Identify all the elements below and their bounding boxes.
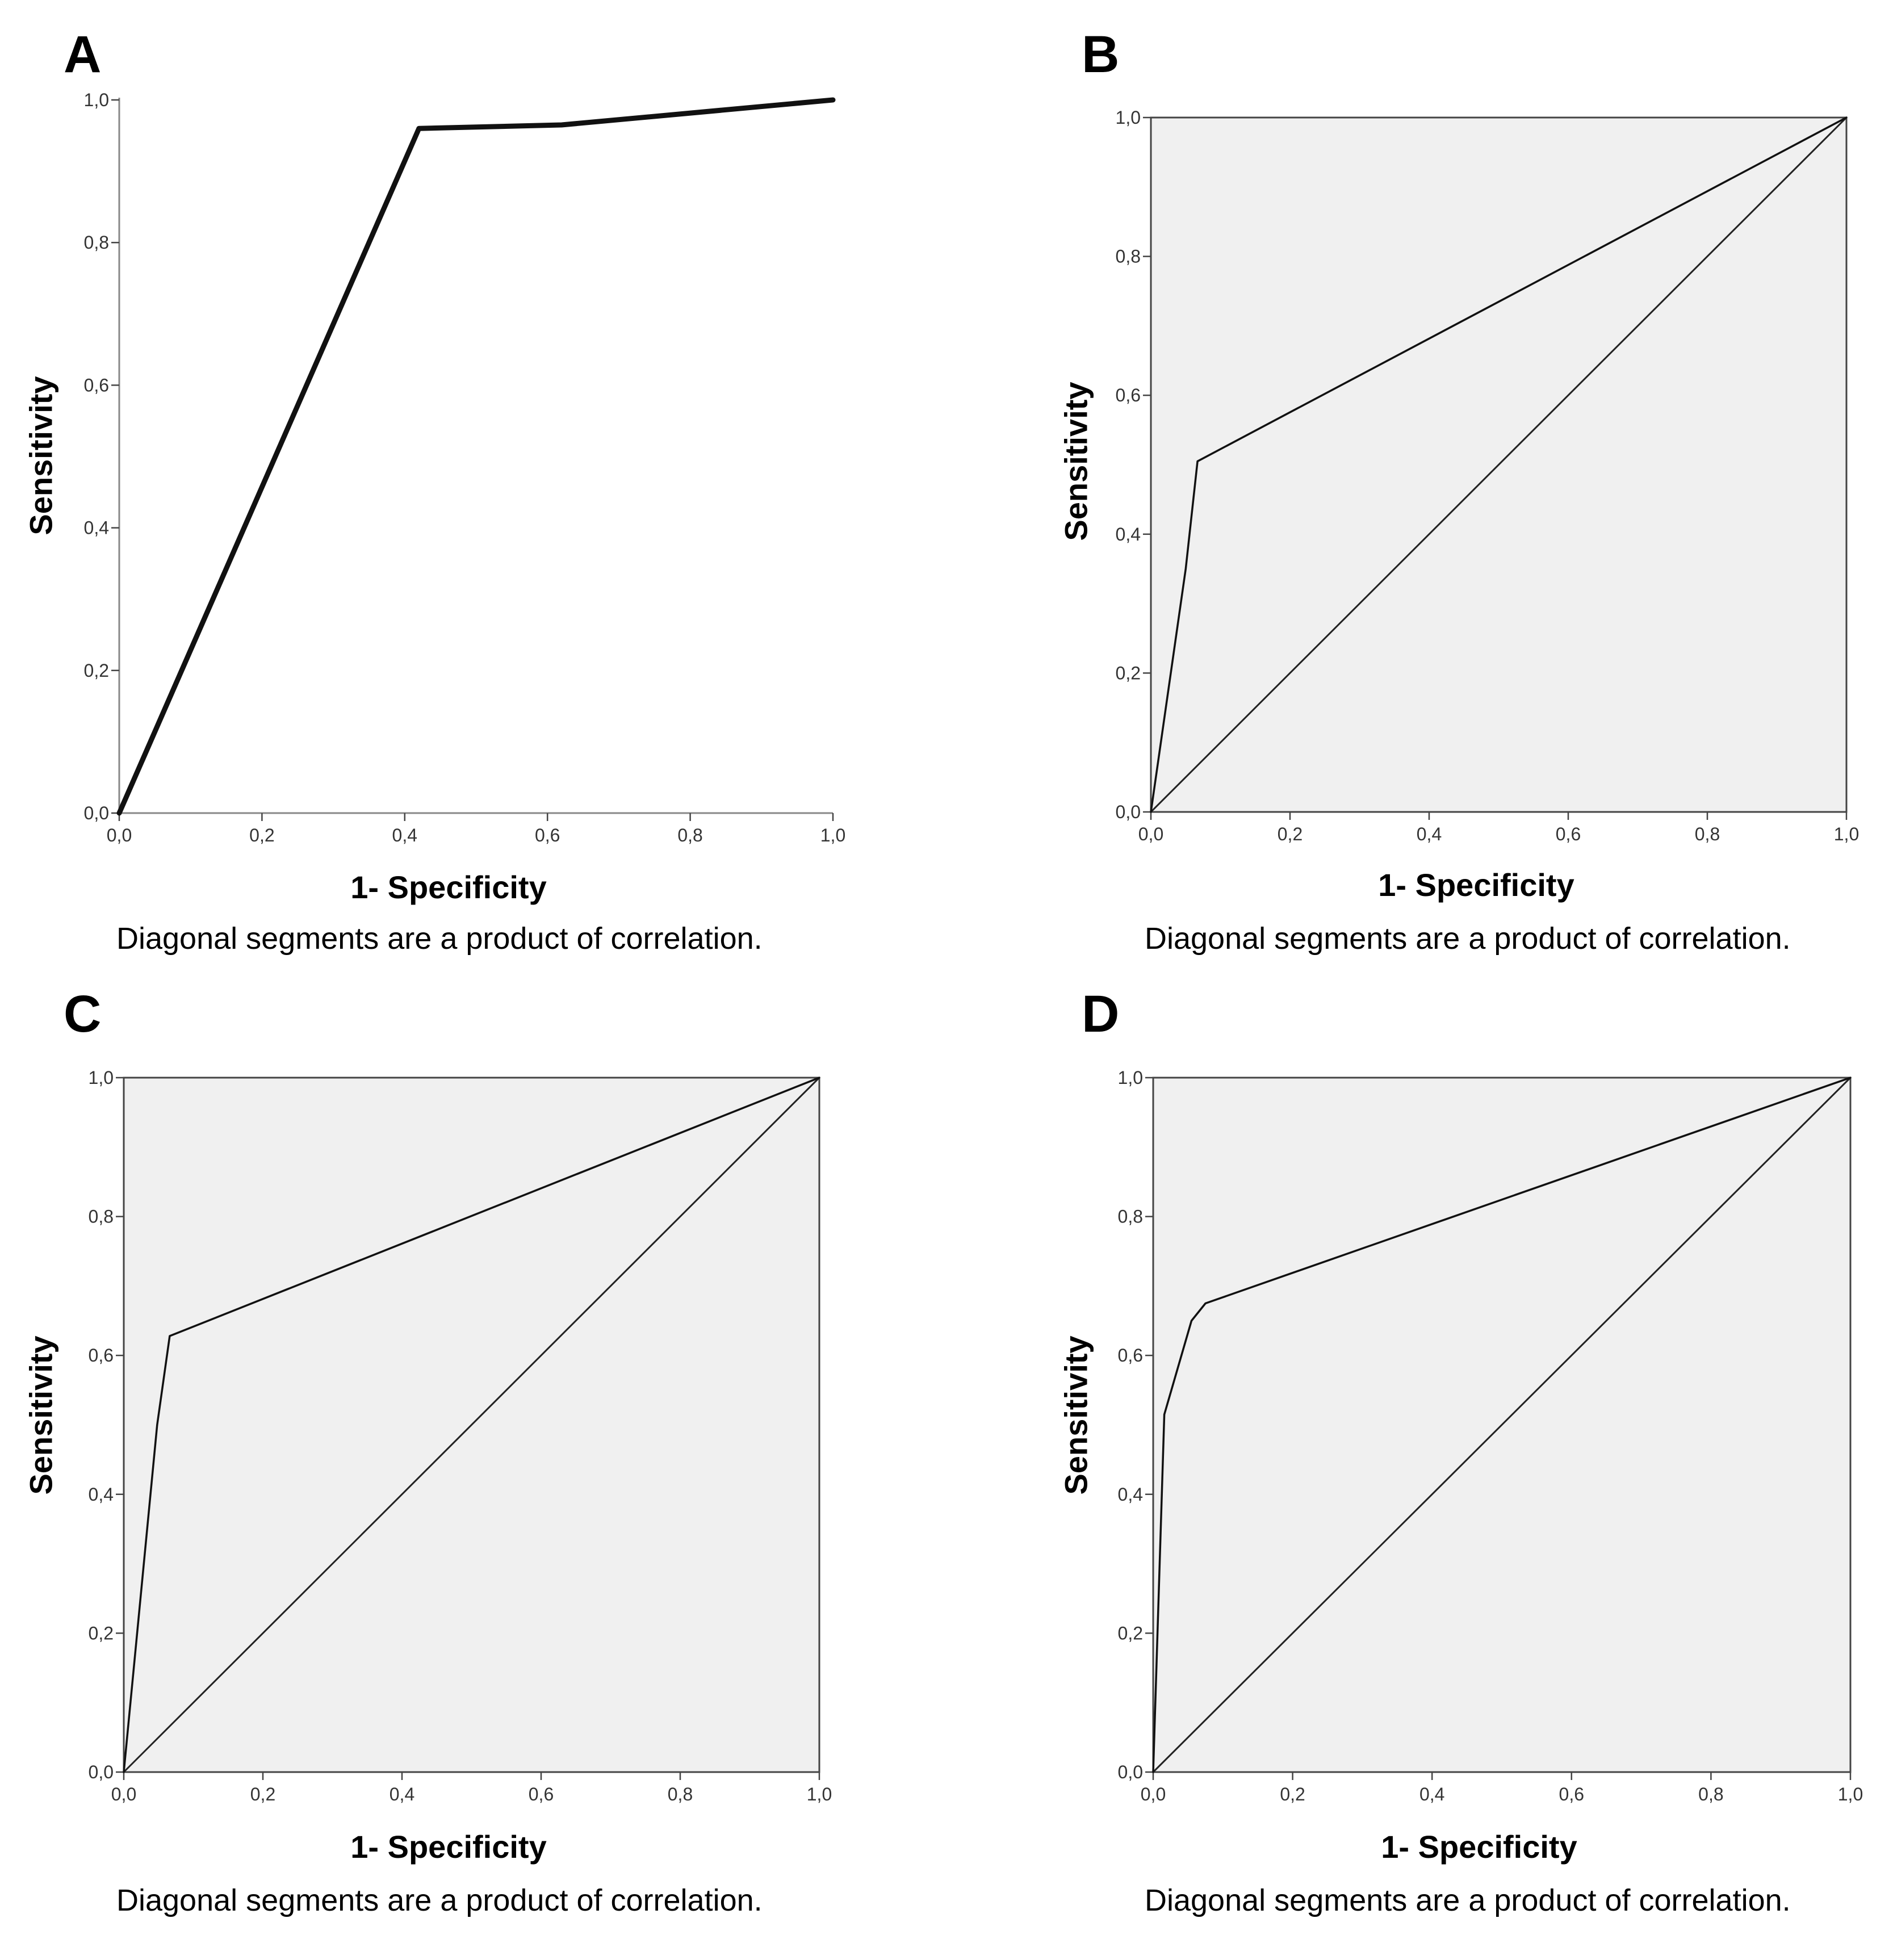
plot-area xyxy=(119,100,833,813)
x-axis-label: 1- Specificity xyxy=(350,1829,547,1865)
y-tick-label: 0,8 xyxy=(84,232,109,253)
y-tick-label: 0,0 xyxy=(1118,1762,1143,1782)
roc-curve xyxy=(1152,1077,1852,1773)
y-tick-label: 0,4 xyxy=(1118,1484,1143,1505)
x-tick-label: 0,4 xyxy=(1419,1784,1444,1804)
y-tick-label: 1,0 xyxy=(1116,107,1141,128)
x-tick-label: 0,2 xyxy=(250,1784,275,1804)
reference-line xyxy=(1150,116,1848,813)
x-tick-label: 0,2 xyxy=(1280,1784,1305,1804)
panel-letter: C xyxy=(64,985,102,1043)
y-tick-label: 0,0 xyxy=(84,803,109,823)
x-tick-label: 0,2 xyxy=(1278,824,1303,844)
y-tick-label: 0,4 xyxy=(1116,524,1141,545)
x-tick-label: 0,0 xyxy=(1141,1784,1166,1804)
panel-letter: B xyxy=(1082,26,1120,83)
y-tick-label: 0,8 xyxy=(1118,1207,1143,1227)
x-tick-label: 0,0 xyxy=(111,1784,136,1804)
x-tick-label: 0,8 xyxy=(1698,1784,1723,1804)
footnote: Diagonal segments are a product of corre… xyxy=(116,1883,763,1917)
x-tick-label: 0,8 xyxy=(668,1784,693,1804)
roc-curve xyxy=(1150,116,1848,813)
reference-line xyxy=(123,1077,820,1773)
y-tick-label: 0,6 xyxy=(89,1345,114,1366)
x-tick-label: 0,6 xyxy=(535,825,560,845)
x-axis-label: 1- Specificity xyxy=(1378,867,1574,903)
y-tick-label: 0,8 xyxy=(1116,246,1141,267)
panel-letter: D xyxy=(1082,985,1120,1043)
footnote: Diagonal segments are a product of corre… xyxy=(116,922,763,956)
y-tick-label: 0,6 xyxy=(1116,385,1141,405)
panel-letter: A xyxy=(64,26,102,83)
footnote: Diagonal segments are a product of corre… xyxy=(1145,1883,1791,1917)
y-tick-label: 1,0 xyxy=(84,90,109,110)
x-tick-label: 0,4 xyxy=(392,825,417,845)
reference-line xyxy=(1152,1077,1852,1773)
x-tick-label: 0,0 xyxy=(1138,824,1163,844)
x-tick-label: 0,4 xyxy=(1417,824,1442,844)
x-tick-label: 1,0 xyxy=(807,1784,832,1804)
roc-curve xyxy=(116,97,836,816)
x-tick-label: 0,2 xyxy=(249,825,274,845)
x-tick-label: 0,4 xyxy=(390,1784,414,1804)
x-tick-label: 0,6 xyxy=(1559,1784,1584,1804)
y-tick-label: 1,0 xyxy=(89,1067,114,1088)
y-tick-label: 1,0 xyxy=(1118,1067,1143,1088)
y-tick-label: 0,8 xyxy=(89,1207,114,1227)
x-tick-label: 0,6 xyxy=(529,1784,554,1804)
y-tick-label: 0,2 xyxy=(1118,1623,1143,1643)
x-tick-label: 0,6 xyxy=(1556,824,1581,844)
y-tick-label: 0,4 xyxy=(89,1484,114,1505)
roc-curve xyxy=(123,1077,820,1773)
x-tick-label: 1,0 xyxy=(820,825,845,845)
y-tick-label: 0,2 xyxy=(89,1623,114,1643)
y-tick-label: 0,0 xyxy=(89,1762,114,1782)
x-tick-label: 0,0 xyxy=(107,825,132,845)
x-tick-label: 1,0 xyxy=(1838,1784,1863,1804)
x-tick-label: 0,8 xyxy=(1695,824,1720,844)
footnote: Diagonal segments are a product of corre… xyxy=(1145,922,1791,956)
y-tick-label: 0,2 xyxy=(84,660,109,681)
y-tick-label: 0,2 xyxy=(1116,663,1141,683)
x-tick-label: 0,8 xyxy=(677,825,702,845)
x-tick-label: 1,0 xyxy=(1834,824,1859,844)
x-axis-label: 1- Specificity xyxy=(1381,1829,1577,1865)
y-tick-label: 0,4 xyxy=(84,518,109,538)
x-axis-label: 1- Specificity xyxy=(350,869,547,905)
y-tick-label: 0,6 xyxy=(84,375,109,395)
y-tick-label: 0,6 xyxy=(1118,1345,1143,1366)
y-tick-label: 0,0 xyxy=(1116,802,1141,822)
